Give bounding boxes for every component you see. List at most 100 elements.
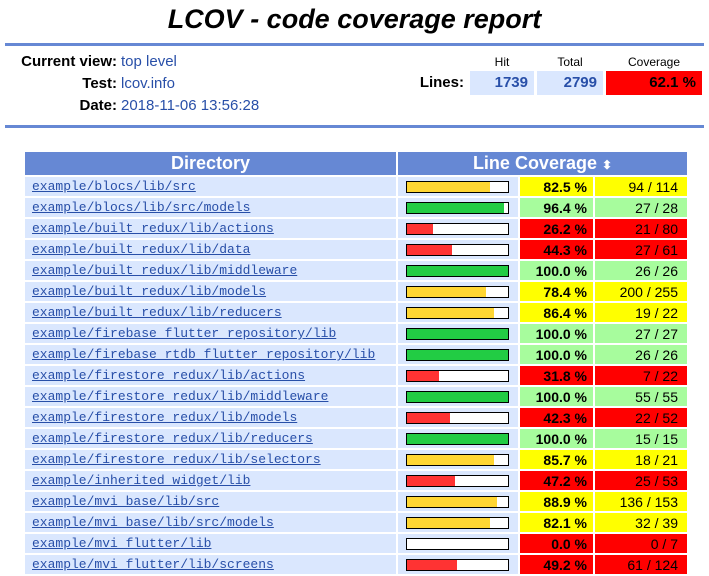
coverage-percent: 96.4 % bbox=[520, 198, 593, 217]
coverage-count: 26 / 26 bbox=[595, 345, 687, 364]
coverage-bar-cell bbox=[398, 198, 518, 217]
directory-link[interactable]: example/built_redux/lib/actions bbox=[32, 221, 274, 236]
coverage-percent: 82.5 % bbox=[520, 177, 593, 196]
coverage-table: Directory Line Coverage ⬍ example/blocs/… bbox=[23, 150, 689, 576]
coverage-bar-cell bbox=[398, 555, 518, 574]
coverage-bar-cell bbox=[398, 219, 518, 238]
coverage-bar-cell bbox=[398, 324, 518, 343]
test-value: lcov.info bbox=[121, 75, 175, 92]
coverage-bar bbox=[406, 348, 509, 361]
directory-link[interactable]: example/firestore_redux/lib/middleware bbox=[32, 389, 329, 404]
directory-link[interactable]: example/mvi_flutter/lib bbox=[32, 536, 212, 551]
table-row: example/inherited_widget/lib 47.2 % 25 / 5… bbox=[25, 471, 687, 490]
coverage-percent: 44.3 % bbox=[520, 240, 593, 259]
summary-total-value: 2799 bbox=[537, 71, 603, 95]
directory-link[interactable]: example/firebase_rtdb_flutter_repository… bbox=[32, 347, 376, 362]
coverage-bar-fill bbox=[407, 328, 508, 339]
directory-link[interactable]: example/inherited_widget/lib bbox=[32, 473, 251, 488]
directory-link[interactable]: example/built_redux/lib/data bbox=[32, 242, 251, 257]
table-row: example/built_redux/lib/models 78.4 % 200 … bbox=[25, 282, 687, 301]
coverage-count: 22 / 52 bbox=[595, 408, 687, 427]
directory-cell: example/firebase_rtdb_flutter_repository… bbox=[25, 345, 396, 364]
directory-cell: example/firestore_redux/lib/middleware bbox=[25, 387, 396, 406]
coverage-percent: 88.9 % bbox=[520, 492, 593, 511]
coverage-count: 27 / 28 bbox=[595, 198, 687, 217]
table-row: example/firebase_flutter_repository/lib 1… bbox=[25, 324, 687, 343]
coverage-count: 19 / 22 bbox=[595, 303, 687, 322]
table-row: example/firestore_redux/lib/models 42.3 %… bbox=[25, 408, 687, 427]
header-divider bbox=[5, 125, 704, 128]
directory-link[interactable]: example/firebase_flutter_repository/lib bbox=[32, 326, 337, 341]
coverage-count: 61 / 124 bbox=[595, 555, 687, 574]
sort-updown-icon[interactable]: ⬍ bbox=[602, 158, 613, 172]
coverage-bar bbox=[406, 222, 509, 235]
coverage-bar-cell bbox=[398, 429, 518, 448]
coverage-bar-cell bbox=[398, 240, 518, 259]
coverage-bar-fill bbox=[407, 412, 450, 423]
directory-cell: example/blocs/lib/src bbox=[25, 177, 396, 196]
coverage-bar-fill bbox=[407, 559, 457, 570]
coverage-percent: 47.2 % bbox=[520, 471, 593, 490]
directory-link[interactable]: example/blocs/lib/src bbox=[32, 179, 196, 194]
coverage-bar-fill bbox=[407, 202, 505, 213]
directory-link[interactable]: example/firestore_redux/lib/actions bbox=[32, 368, 306, 383]
coverage-bar-fill bbox=[407, 454, 494, 465]
directory-cell: example/built_redux/lib/middleware bbox=[25, 261, 396, 280]
directory-cell: example/built_redux/lib/data bbox=[25, 240, 396, 259]
directory-cell: example/mvi_flutter/lib bbox=[25, 534, 396, 553]
coverage-count: 55 / 55 bbox=[595, 387, 687, 406]
coverage-count: 94 / 114 bbox=[595, 177, 687, 196]
current-view-link[interactable]: top level bbox=[121, 53, 177, 70]
line-coverage-column-header[interactable]: Line Coverage ⬍ bbox=[398, 152, 687, 175]
coverage-bar bbox=[406, 558, 509, 571]
directory-column-header[interactable]: Directory bbox=[25, 152, 396, 175]
table-row: example/mvi_base/lib/src 88.9 % 136 / 153 bbox=[25, 492, 687, 511]
coverage-percent: 78.4 % bbox=[520, 282, 593, 301]
directory-link[interactable]: example/built_redux/lib/reducers bbox=[32, 305, 282, 320]
coverage-count: 25 / 53 bbox=[595, 471, 687, 490]
coverage-count: 200 / 255 bbox=[595, 282, 687, 301]
coverage-percent: 86.4 % bbox=[520, 303, 593, 322]
coverage-bar-fill bbox=[407, 496, 497, 507]
table-row: example/blocs/lib/src 82.5 % 94 / 114 bbox=[25, 177, 687, 196]
coverage-percent: 31.8 % bbox=[520, 366, 593, 385]
directory-link[interactable]: example/blocs/lib/src/models bbox=[32, 200, 251, 215]
coverage-percent: 100.0 % bbox=[520, 261, 593, 280]
directory-cell: example/built_redux/lib/actions bbox=[25, 219, 396, 238]
directory-link[interactable]: example/firestore_redux/lib/models bbox=[32, 410, 298, 425]
directory-cell: example/firestore_redux/lib/selectors bbox=[25, 450, 396, 469]
coverage-bar bbox=[406, 327, 509, 340]
directory-link[interactable]: example/firestore_redux/lib/reducers bbox=[32, 431, 313, 446]
coverage-bar-cell bbox=[398, 345, 518, 364]
coverage-bar-cell bbox=[398, 408, 518, 427]
directory-link[interactable]: example/mvi_base/lib/src bbox=[32, 494, 220, 509]
directory-link[interactable]: example/firestore_redux/lib/selectors bbox=[32, 452, 321, 467]
current-view-label: Current view: bbox=[21, 53, 117, 70]
directory-link[interactable]: example/built_redux/lib/middleware bbox=[32, 263, 298, 278]
table-row: example/built_redux/lib/reducers 86.4 % 19… bbox=[25, 303, 687, 322]
directory-header-label: Directory bbox=[170, 153, 251, 173]
summary-coverage-value: 62.1 % bbox=[606, 71, 702, 95]
coverage-bar-cell bbox=[398, 450, 518, 469]
directory-cell: example/inherited_widget/lib bbox=[25, 471, 396, 490]
coverage-count: 21 / 80 bbox=[595, 219, 687, 238]
coverage-bar bbox=[406, 474, 509, 487]
coverage-bar-cell bbox=[398, 492, 518, 511]
coverage-bar-fill bbox=[407, 286, 487, 297]
coverage-bar-cell bbox=[398, 366, 518, 385]
table-row: example/firestore_redux/lib/reducers 100.… bbox=[25, 429, 687, 448]
coverage-count: 15 / 15 bbox=[595, 429, 687, 448]
coverage-bar-fill bbox=[407, 370, 440, 381]
coverage-bar bbox=[406, 453, 509, 466]
date-label: Date: bbox=[79, 97, 117, 114]
summary-total-header: Total bbox=[557, 55, 583, 69]
directory-link[interactable]: example/built_redux/lib/models bbox=[32, 284, 267, 299]
coverage-bar bbox=[406, 201, 509, 214]
coverage-percent: 0.0 % bbox=[520, 534, 593, 553]
coverage-bar bbox=[406, 369, 509, 382]
directory-link[interactable]: example/mvi_base/lib/src/models bbox=[32, 515, 274, 530]
coverage-bar-fill bbox=[407, 307, 495, 318]
summary-hit-value: 1739 bbox=[470, 71, 534, 95]
coverage-bar-fill bbox=[407, 181, 491, 192]
directory-link[interactable]: example/mvi_flutter/lib/screens bbox=[32, 557, 274, 572]
